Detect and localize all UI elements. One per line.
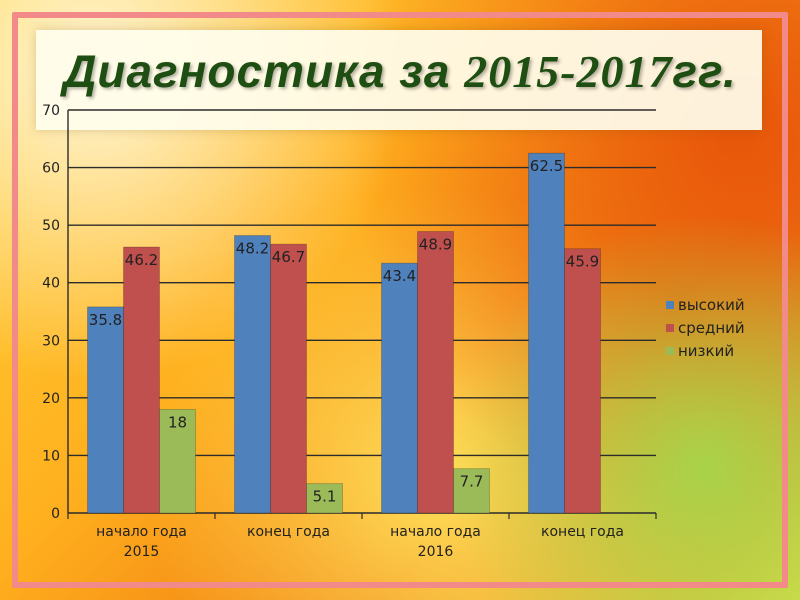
page-title: Диагностика за 2015-2017гг.	[0, 44, 800, 98]
data-label: 46.7	[272, 248, 305, 266]
bar-низкий	[159, 408, 196, 514]
x-tick-label: начало года	[96, 524, 187, 540]
y-tick-label: 0	[51, 506, 60, 522]
legend-label: высокий	[678, 296, 745, 314]
bar-средний	[123, 246, 160, 514]
slide-frame	[12, 12, 788, 588]
data-label: 35.8	[89, 311, 122, 329]
title-suffix: гг.	[672, 45, 737, 97]
x-tick-label: начало года	[390, 524, 481, 540]
bar-высокий	[87, 306, 124, 514]
legend-swatch	[666, 301, 674, 309]
data-label: 46.2	[125, 251, 158, 269]
y-tick-label: 20	[42, 391, 60, 407]
legend-layer: высокий средний низкий	[666, 296, 745, 360]
bar-высокий	[528, 152, 565, 514]
legend-label: средний	[678, 319, 745, 337]
data-label: 7.7	[460, 473, 484, 491]
y-tick-label: 70	[42, 103, 60, 119]
bar-низкий	[306, 483, 343, 514]
data-label: 43.4	[383, 267, 416, 285]
bar-средний	[417, 231, 454, 514]
title-box	[36, 30, 762, 130]
axis-layer: 0 10 20 30 40 50 60 70 начало года 2015 конец года…	[42, 103, 657, 560]
data-label: 5.1	[313, 488, 337, 506]
legend-swatch	[666, 324, 674, 332]
y-tick-label: 50	[42, 218, 60, 234]
x-tick-label: 2015	[124, 544, 160, 560]
x-tick-label: конец года	[247, 524, 330, 540]
data-label: 48.9	[419, 235, 452, 253]
data-label: 62.5	[530, 157, 563, 175]
bar-средний	[270, 243, 307, 514]
y-tick-label: 40	[42, 276, 60, 292]
data-label: 18	[168, 413, 187, 431]
bar-высокий	[381, 262, 418, 514]
y-tick-label: 10	[42, 448, 60, 464]
y-tick-label: 60	[42, 161, 60, 177]
y-tick-label: 30	[42, 333, 60, 349]
x-tick-label: 2016	[418, 544, 454, 560]
legend-swatch	[666, 347, 674, 355]
bar-низкий	[453, 468, 490, 514]
bar-средний	[564, 248, 601, 514]
title-prefix: Диагностика за	[63, 45, 465, 97]
bar-высокий	[234, 235, 271, 514]
labels-layer: 35.8 46.2 18 48.2 46.7 5.1 43.448.9 7.7 62.5 45.9	[89, 157, 599, 505]
x-tick-label: конец года	[541, 524, 624, 540]
data-label: 48.2	[236, 240, 269, 258]
title-years: 2015-2017	[464, 46, 673, 97]
legend-label: низкий	[678, 342, 734, 360]
bars-layer	[87, 152, 601, 514]
data-label: 45.9	[566, 253, 599, 271]
